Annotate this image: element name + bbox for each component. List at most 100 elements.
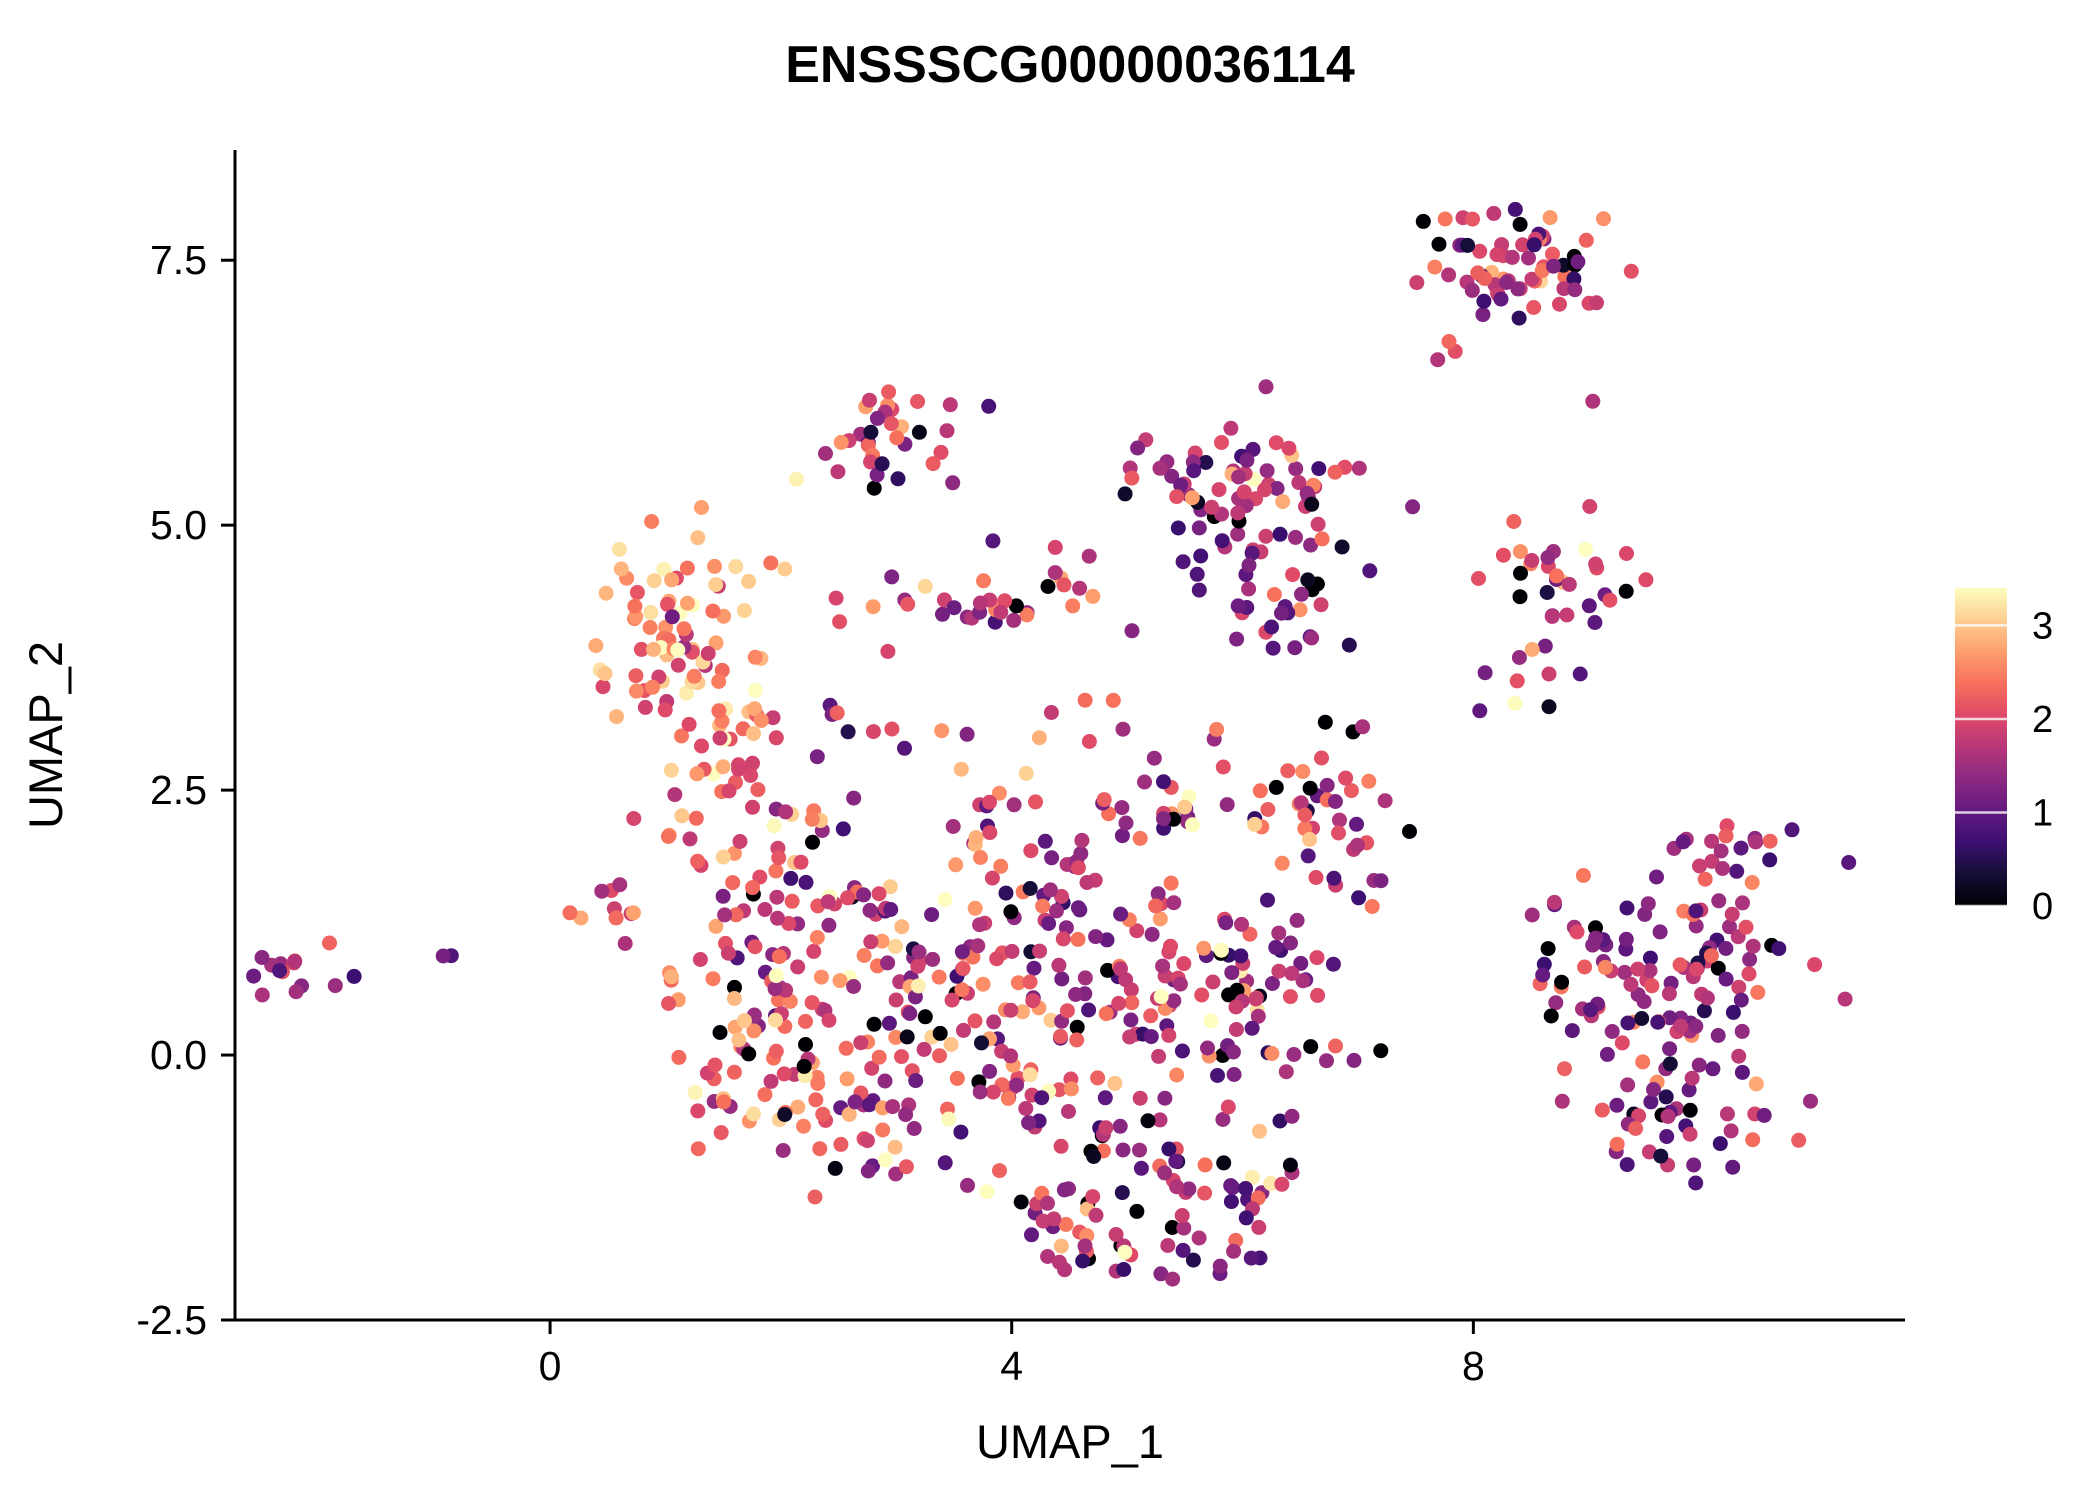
data-point [984,870,1000,886]
data-point [1274,855,1290,871]
data-point [1304,630,1320,646]
data-point [1475,307,1491,323]
data-point [712,1025,728,1040]
data-point [1599,1046,1615,1062]
data-point [798,1013,813,1029]
data-point [1470,265,1486,281]
data-point [752,869,768,885]
data-point [934,723,950,739]
data-point [1034,1090,1050,1106]
data-point [1061,1104,1076,1119]
data-point [1169,489,1185,505]
data-point [1152,911,1168,927]
data-point [832,614,848,630]
data-point [1495,547,1511,563]
data-point [1549,568,1565,584]
data-point [254,950,270,965]
data-point [1218,915,1234,931]
data-point [1557,1061,1572,1077]
data-point [1146,750,1162,766]
data-point [679,685,694,701]
data-point [1230,505,1246,521]
data-point [692,952,708,967]
data-point [944,992,960,1008]
data-point [1040,1249,1056,1264]
data-point [1113,906,1129,922]
data-point [1004,943,1020,959]
data-point [1510,281,1526,297]
data-point [1704,833,1720,849]
data-point [949,1070,965,1086]
data-point [1545,246,1560,262]
data-point [1711,893,1727,909]
data-point [1288,461,1304,477]
data-point [1225,1044,1241,1060]
data-point [745,880,760,896]
data-point [954,982,970,998]
data-point [1047,539,1063,555]
data-point [1263,1175,1279,1191]
data-point [1733,992,1749,1008]
data-point [1006,797,1022,813]
data-point [881,384,897,400]
data-point [1513,565,1528,581]
data-point [1476,293,1492,309]
data-point [1058,1216,1074,1232]
data-point [1028,794,1043,810]
data-point [1272,1113,1288,1129]
data-point [1114,828,1130,844]
data-point [877,1073,893,1089]
data-point [288,984,304,1000]
data-point [784,893,800,909]
data-point [1662,1010,1678,1026]
data-point [679,560,695,576]
data-point [1734,1064,1750,1080]
data-point [894,1049,909,1065]
data-point [1166,993,1182,1009]
data-point [898,1107,914,1123]
data-point [595,679,611,695]
data-point [1081,1002,1097,1018]
colorbar-tick-label: 0 [2032,886,2053,928]
data-point [1196,940,1212,956]
data-point [972,595,988,611]
data-point [732,834,748,849]
data-point [1130,440,1146,456]
data-point [989,951,1005,967]
data-point [287,953,303,969]
data-point [894,919,910,935]
data-point [1499,275,1514,290]
data-point [1415,213,1431,229]
data-point [1377,793,1393,809]
data-point [1077,970,1093,986]
data-point [1567,282,1583,298]
data-point [1260,802,1276,817]
data-point [1191,582,1207,598]
data-point [1022,881,1038,896]
data-point [859,1133,875,1149]
data-point [1107,1075,1123,1091]
data-point [1512,216,1528,232]
data-point [1244,545,1260,561]
data-point [948,857,964,873]
data-point [711,703,727,719]
data-point [1575,868,1591,883]
data-point [1652,924,1668,940]
data-point [1715,861,1730,876]
data-point [1244,1169,1260,1185]
data-point [1762,833,1778,849]
data-point [1477,665,1493,681]
data-point [688,810,704,826]
data-point [1636,994,1652,1010]
data-point [1274,1176,1290,1192]
data-point [766,818,782,834]
data-point [1284,965,1300,981]
data-point [1228,999,1244,1015]
data-point [1260,892,1275,908]
data-point [985,533,1001,549]
data-point [625,905,641,921]
data-point [1540,550,1556,565]
data-point [715,888,731,904]
data-point [1230,526,1246,542]
data-point [1114,800,1130,816]
